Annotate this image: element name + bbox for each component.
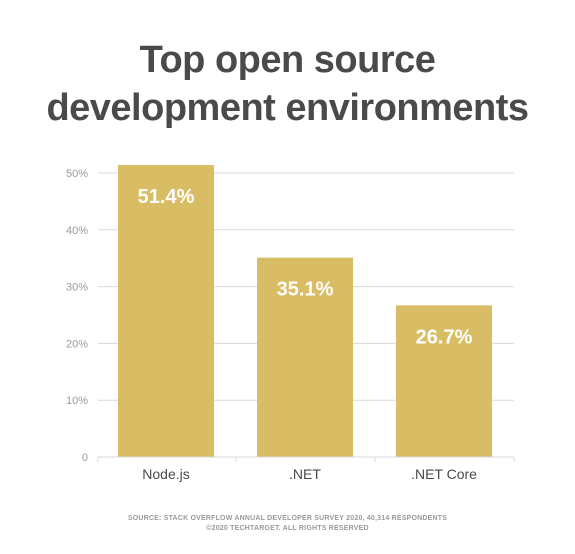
copyright-line: ©2020 TECHTARGET. ALL RIGHTS RESERVED <box>206 525 369 532</box>
y-tick-label: 10% <box>66 395 88 407</box>
bar <box>257 257 353 457</box>
y-tick-label: 30% <box>66 282 88 294</box>
y-tick-label: 50% <box>66 168 88 180</box>
bar <box>396 305 492 457</box>
y-tick-label: 20% <box>66 338 88 350</box>
chart-title-line-1: Top open source <box>139 39 436 81</box>
data-label: 35.1% <box>277 279 334 301</box>
x-tick-label: Node.js <box>142 466 189 482</box>
y-tick-label: 40% <box>66 225 88 237</box>
x-tick-label: .NET Core <box>411 466 477 482</box>
data-label: 51.4% <box>138 186 195 208</box>
chart-title: Top open source development environments <box>0 36 575 132</box>
y-tick-label: 0 <box>82 452 88 464</box>
bar <box>118 165 214 457</box>
data-label: 26.7% <box>416 326 473 348</box>
chart-title-line-2: development environments <box>46 87 529 129</box>
source-line: SOURCE: STACK OVERFLOW ANNUAL DEVELOPER … <box>127 515 448 522</box>
source-note: SOURCE: STACK OVERFLOW ANNUAL DEVELOPER … <box>0 514 575 534</box>
x-tick-label: .NET <box>289 466 321 482</box>
